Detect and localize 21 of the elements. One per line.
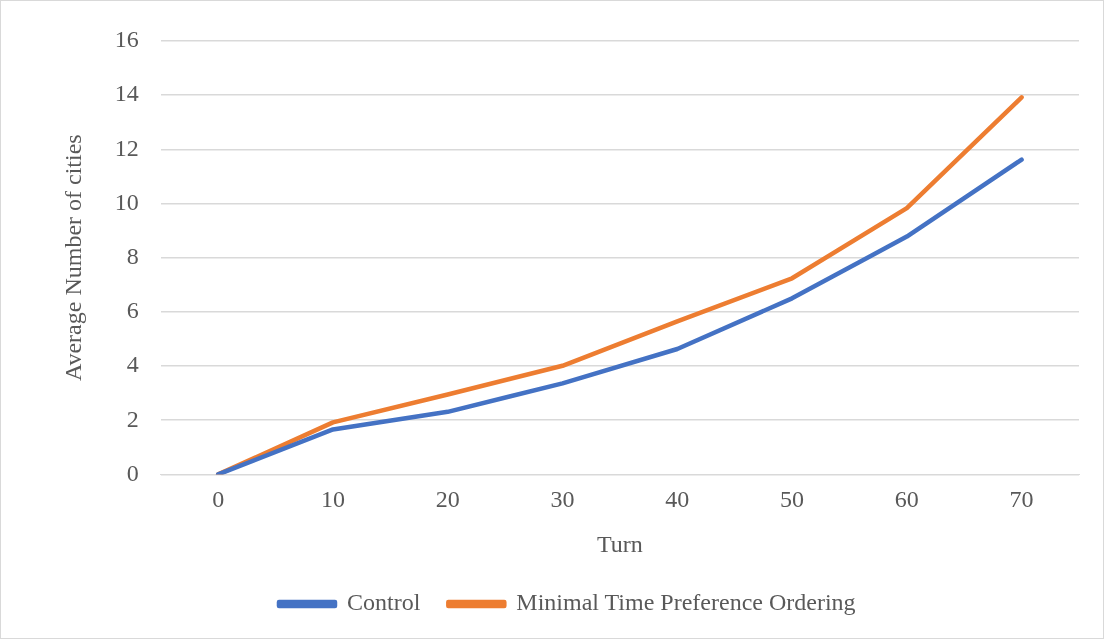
y-tick-label: 16 <box>114 26 139 53</box>
x-tick-label: 20 <box>435 486 460 513</box>
x-axis-title: Turn <box>596 530 643 557</box>
y-tick-label: 10 <box>114 188 139 215</box>
y-tick-label: 6 <box>126 297 139 324</box>
legend-label: Minimal Time Preference Ordering <box>516 589 856 616</box>
y-tick-label: 0 <box>126 459 139 486</box>
y-tick-label: 14 <box>114 80 139 107</box>
y-tick-label: 8 <box>126 243 139 269</box>
x-tick-label: 10 <box>320 486 345 513</box>
y-tick-label: 12 <box>114 134 139 161</box>
y-tick-label: 2 <box>126 405 139 432</box>
legend-label: Control <box>346 589 421 616</box>
y-tick-label: 4 <box>126 351 139 378</box>
x-tick-label: 0 <box>212 486 225 513</box>
x-tick-label: 60 <box>894 486 919 513</box>
y-axis-title: Average Number of cities <box>59 134 86 382</box>
x-tick-label: 40 <box>665 486 690 513</box>
x-tick-label: 70 <box>1009 486 1034 513</box>
x-tick-label: 30 <box>550 486 575 513</box>
x-tick-label: 50 <box>780 486 805 513</box>
